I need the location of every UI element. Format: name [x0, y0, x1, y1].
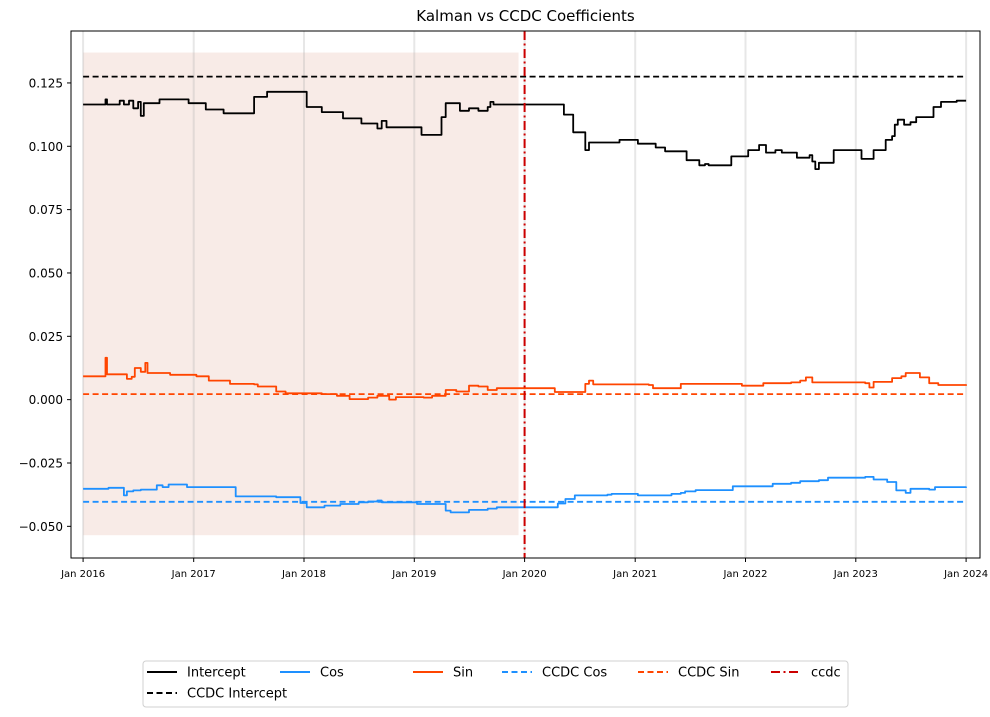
y-tick-label: 0.000: [29, 393, 63, 407]
y-tick-label: 0.075: [29, 203, 63, 217]
legend-label-ccdc-cos: CCDC Cos: [542, 666, 607, 681]
x-tick-label: Jan 2016: [60, 569, 105, 580]
legend-label-intercept: Intercept: [187, 666, 246, 681]
x-tick-label: Jan 2018: [281, 569, 326, 580]
y-tick-label: −0.025: [19, 456, 63, 470]
y-tick-label: 0.050: [29, 266, 63, 280]
legend: Intercept CCDC Intercept Cos Sin CCDC Cos CCD…: [142, 660, 849, 708]
legend-label-ccdc-intercept: CCDC Intercept: [187, 687, 287, 702]
x-tick-label: Jan 2023: [833, 569, 878, 580]
shaded-region-layer: [83, 52, 519, 536]
x-tick-label: Jan 2017: [171, 569, 216, 580]
series-line-intercept: [83, 90, 967, 170]
y-tick-label: 0.100: [29, 140, 63, 154]
y-tick-label: 0.025: [29, 330, 63, 344]
plot-frame: [70, 30, 981, 559]
x-tick-label: Jan 2020: [502, 569, 547, 580]
grid-layer: [82, 31, 968, 558]
y-tick-label: −0.050: [19, 520, 63, 534]
x-tick-label: Jan 2021: [612, 569, 657, 580]
series-layer: [83, 31, 967, 558]
y-tick-label: 0.125: [29, 76, 63, 90]
legend-label-sin: Sin: [453, 666, 473, 681]
legend-label-ccdc-sin: CCDC Sin: [678, 666, 739, 681]
x-tick-label: Jan 2019: [391, 569, 436, 580]
legend-box: [142, 660, 849, 708]
series-line-sin: [83, 356, 967, 401]
axes-layer: Jan 2016 Jan 2017 Jan 2018 Jan 2019 Jan 2020…: [19, 30, 988, 580]
chart-title: Kalman vs CCDC Coefficients: [416, 7, 635, 25]
x-tick-label: Jan 2024: [943, 569, 988, 580]
x-tick-label: Jan 2022: [722, 569, 767, 580]
shaded-region: [83, 52, 519, 536]
legend-label-ccdc: ccdc: [811, 666, 841, 681]
series-line-cos: [83, 476, 967, 514]
legend-label-cos: Cos: [320, 666, 344, 681]
